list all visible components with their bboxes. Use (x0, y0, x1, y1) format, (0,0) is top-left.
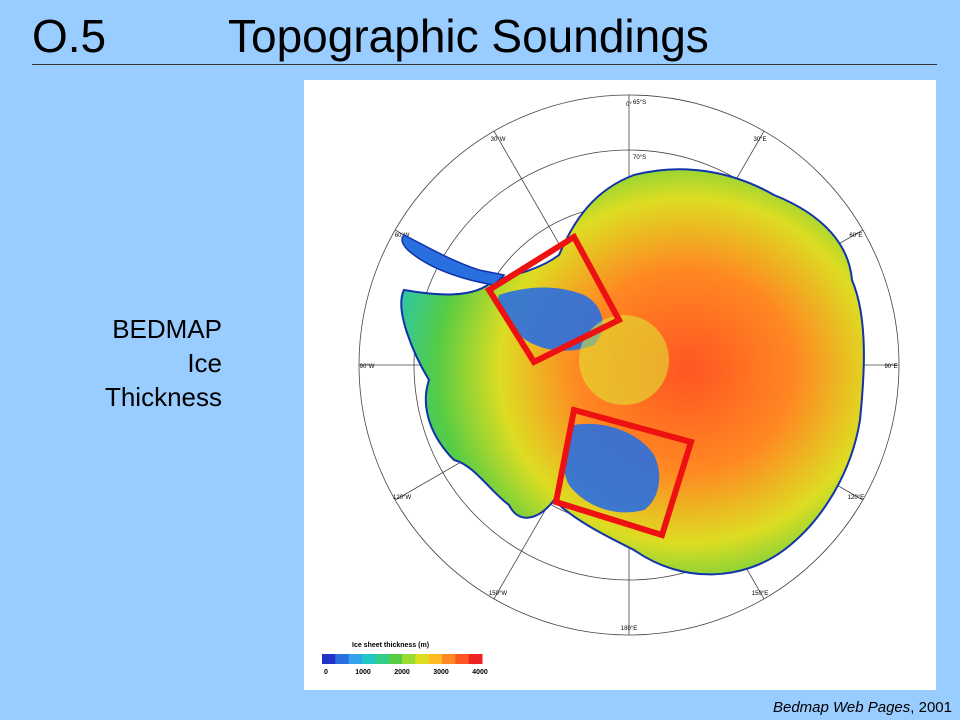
ross-ice-shelf (562, 423, 660, 513)
weddell-sea-highlight-box (484, 232, 624, 366)
legend-title: Ice sheet thickness (m) (352, 642, 429, 649)
legend-swatch (468, 654, 483, 664)
credit-source: Bedmap Web Pages (772, 699, 911, 716)
slide-heading: Topographic Soundings (228, 10, 709, 62)
legend-tick-label: 2000 (394, 669, 410, 676)
legend-swatch (442, 654, 456, 664)
antarctic-peninsula (401, 234, 506, 286)
legend-swatch (322, 654, 336, 664)
legend-swatch (388, 654, 403, 664)
credit-year: , 2001 (910, 699, 952, 716)
longitude-label: 90°W (360, 364, 375, 370)
latitude-label: 70°S (633, 155, 646, 161)
ross-sea-highlight-box (552, 406, 695, 539)
longitude-label: 30°W (491, 137, 506, 143)
highlight-boxes (484, 232, 695, 539)
caption-line-2: Ice (187, 348, 222, 378)
caption-line-3: Thickness (104, 382, 222, 412)
longitude-label: 30°E (753, 137, 766, 143)
source-credit: Bedmap Web Pages, 2001 (773, 699, 952, 716)
legend-tick-labels: 0 1000 2000 3000 4000 (324, 669, 488, 676)
legend-colorbar (322, 654, 483, 664)
slide-title: O.5 Topographic Soundings (32, 6, 709, 66)
title-divider (32, 64, 937, 65)
legend-swatch (335, 654, 350, 664)
legend-tick-label: 0 (324, 669, 328, 676)
longitude-label: 180°E (621, 626, 637, 632)
legend-swatch (348, 654, 363, 664)
longitude-label: 0° (626, 102, 632, 108)
legend-swatch (428, 654, 443, 664)
legend-swatch (362, 654, 376, 664)
longitude-label: 120°E (848, 495, 864, 501)
legend-swatch (415, 654, 430, 664)
longitude-label: 60°E (849, 233, 862, 239)
legend-tick-label: 4000 (472, 669, 488, 676)
legend-tick-label: 1000 (355, 669, 371, 676)
caption-line-1: BEDMAP (112, 314, 222, 344)
antarctica-map-panel: 0° 30°E 60°E 90°E 120°E 150°E 180°E 150°W 120°W 9… (304, 80, 936, 690)
longitude-label: 150°W (489, 591, 507, 597)
slide-number: O.5 (32, 10, 107, 62)
longitude-label: 120°W (393, 495, 411, 501)
legend-tick-label: 3000 (433, 669, 449, 676)
ice-sheet (400, 168, 865, 576)
longitude-label: 90°E (884, 364, 897, 370)
legend-swatch (402, 654, 416, 664)
ronne-ice-shelf (497, 287, 603, 351)
legend-swatch (455, 654, 470, 664)
longitude-label: 150°E (752, 591, 768, 597)
latitude-label: 65°S (633, 100, 646, 106)
legend-swatch (375, 654, 390, 664)
map-caption: BEDMAP Ice Thickness (105, 312, 222, 414)
map-legend: Ice sheet thickness (m) 0 1000 2000 3000 400… (322, 642, 488, 676)
antarctica-ice-thickness-map: 0° 30°E 60°E 90°E 120°E 150°E 180°E 150°W 120°W 9… (322, 94, 900, 676)
